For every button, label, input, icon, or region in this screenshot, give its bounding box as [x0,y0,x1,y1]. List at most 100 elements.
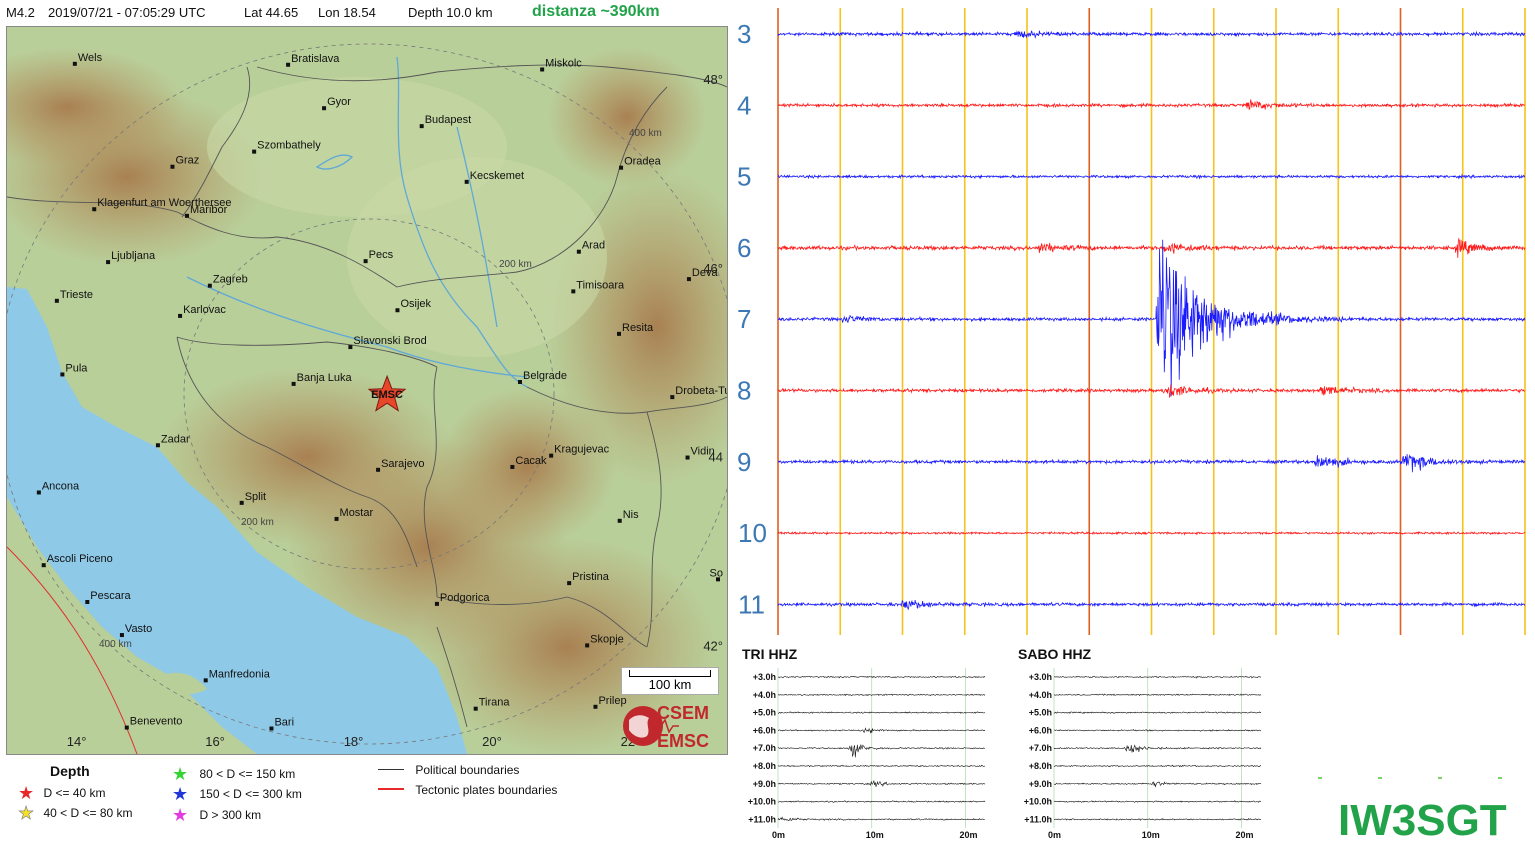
city-label: Split [245,491,266,503]
city-dot [567,581,572,586]
political-boundaries [7,64,727,728]
city-marker: Vidin [685,446,715,460]
city-marker: Maribor [185,204,228,218]
city-label: Drobeta-Turnu [675,385,727,397]
city-label: Gyor [327,96,351,108]
city-marker: Osijek [395,298,432,313]
city-marker: Sarajevo [376,458,424,472]
legend-label: Tectonic plates boundaries [415,783,558,797]
city-dot [434,601,439,606]
rivers [186,56,528,388]
legend-item-depth-80: ★ 40 < D <= 80 km [18,803,133,824]
distance-ring-label: 200 km [241,517,274,528]
longitude-label: 20° [482,734,502,749]
city-label: Nis [623,509,639,521]
mini-row-label: +11.0h [1024,814,1052,824]
longitude-label: 16° [205,734,225,749]
city-dot [571,289,576,294]
map-scale: 100 km [621,667,719,695]
mini-x-tick: 20m [1236,830,1254,840]
city-marker: Prilep [593,695,627,709]
city-label: Szombathely [257,140,321,152]
city-dot [593,704,598,709]
city-marker: Bari [269,717,294,731]
city-dot [41,563,46,568]
city-marker: Pescara [85,590,132,604]
city-dot [619,165,624,170]
distance-ring-label: 400 km [629,128,662,139]
trace-label: 11 [738,589,765,619]
city-marker: Ascoli Piceno [41,553,113,568]
city-label: Deva [692,267,719,279]
city-label: Bratislava [291,53,340,65]
city-marker: Budapest [419,114,471,129]
city-dot [518,380,522,385]
legend-depth-title: Depth [50,763,90,779]
mini-row-label: +8.0h [753,761,776,771]
city-label: Pula [65,362,88,374]
distance-ring-label: 400 km [99,639,132,650]
trace-label: 6 [737,233,751,263]
city-marker: Pula [60,362,88,377]
mini-trace [1053,729,1262,732]
trace-label: 4 [737,90,751,120]
terrain-layer [7,47,727,754]
mini-trace [777,711,986,714]
city-dot [203,678,208,683]
mini-x-tick: 10m [866,830,884,840]
city-dot [185,213,189,218]
city-marker: Nis [617,509,639,523]
city-dot [617,518,622,523]
city-label: Cacak [515,455,547,467]
longitude-label: 18° [344,734,364,749]
city-marker: Ancona [36,480,80,495]
magnitude-text: M4.2 [6,5,35,20]
city-marker: Trieste [54,289,93,303]
city-label: Trieste [60,289,93,301]
mini-row-label: +5.0h [1029,708,1052,718]
mini-x-tick: 0m [1048,830,1061,840]
mini-row-label: +10.0h [748,797,776,807]
trace-label: 5 [737,162,751,192]
mini-row-label: +7.0h [1029,743,1052,753]
latitude-text: Lat 44.65 [244,5,299,20]
trace-line [777,599,1526,611]
city-marker: Kecskemet [464,170,524,184]
city-label: Zadar [161,433,190,445]
city-label: Tirana [479,697,511,709]
legend-label: 150 < D <= 300 km [199,787,302,801]
city-label: Graz [175,155,199,167]
latitude-label: 42° [703,638,723,653]
mini-row-label: +6.0h [1029,725,1052,735]
city-dot [124,725,129,730]
mini-row-label: +4.0h [753,690,776,700]
mini-trace [777,764,986,768]
yellow-star-icon: ★ [18,803,35,824]
latitude-label: 44 [709,450,723,465]
city-dot [92,207,97,212]
city-label: Resita [622,322,654,334]
city-label: Mostar [340,507,374,519]
mini-row-label: +8.0h [1029,761,1052,771]
city-label: Belgrade [523,370,567,382]
mini-trace [777,727,986,734]
latitude-label: 48° [703,72,723,87]
city-dot [106,260,111,265]
mini-row-label: +3.0h [753,672,776,682]
epicenter-marker: EMSC [367,374,407,412]
mini-x-tick: 0m [772,830,785,840]
city-dot [170,164,175,169]
city-marker: Zagreb [207,274,248,288]
city-dot [617,331,621,336]
city-dot [252,149,257,154]
city-marker: Graz [170,155,199,169]
adriatic-sea [7,287,467,754]
city-dot [119,633,124,638]
mini-gridlines [777,668,966,828]
city-dot [207,283,212,288]
city-marker: Pristina [567,571,610,586]
red-line-icon [378,788,404,790]
city-label: Bari [274,717,294,729]
city-label: Manfredonia [209,668,271,680]
mini-trace [1053,744,1262,753]
